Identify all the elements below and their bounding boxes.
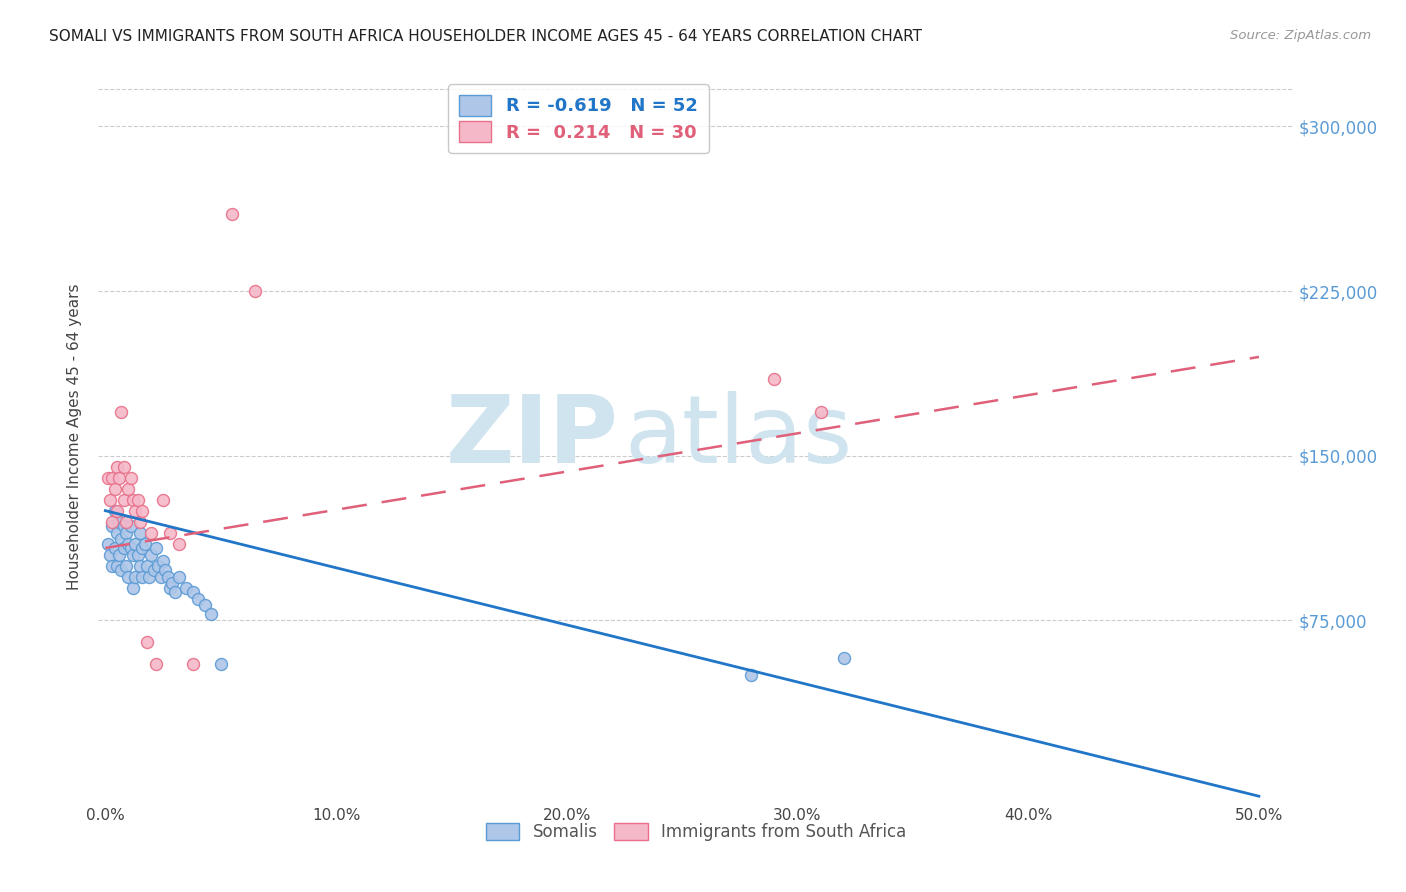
Legend: Somalis, Immigrants from South Africa: Somalis, Immigrants from South Africa [478,814,914,849]
Point [98,548,121,562]
Point [187,591,209,606]
Point [810,405,832,419]
Point [115,558,138,573]
Point [135,558,157,573]
Point [108,515,131,529]
Point [108,548,131,562]
Text: Source: ZipAtlas.com: Source: ZipAtlas.com [1230,29,1371,42]
Point [97,536,120,550]
Point [167,536,190,550]
Text: ZIP: ZIP [446,391,619,483]
Point [131,569,153,583]
Point [112,519,135,533]
Point [221,207,243,221]
Point [181,585,204,599]
Point [110,563,132,577]
Point [117,536,139,550]
Point [120,541,142,555]
Point [122,581,145,595]
Point [141,548,163,562]
Point [101,519,124,533]
Point [149,569,172,583]
Point [209,657,232,672]
Point [122,548,145,562]
Point [148,558,170,573]
Point [122,492,145,507]
Point [138,569,160,583]
Point [129,558,152,573]
Point [97,471,120,485]
Point [127,548,149,562]
Point [181,657,204,672]
Point [200,607,222,621]
Point [112,459,135,474]
Point [131,541,153,555]
Point [142,563,165,577]
Point [101,471,124,485]
Point [103,503,125,517]
Point [105,558,128,573]
Point [145,657,167,672]
Point [108,471,131,485]
Point [245,284,267,298]
Point [103,541,125,555]
Point [124,536,146,550]
Point [740,668,762,682]
Point [145,541,167,555]
Point [124,503,146,517]
Point [134,536,156,550]
Point [112,541,135,555]
Point [159,581,181,595]
Point [174,581,197,595]
Point [124,569,146,583]
Point [141,525,163,540]
Point [127,492,149,507]
Point [832,650,855,665]
Point [105,503,128,517]
Point [101,558,124,573]
Point [120,471,142,485]
Point [115,525,138,540]
Point [131,503,153,517]
Point [152,554,174,568]
Point [763,372,786,386]
Text: atlas: atlas [624,391,852,483]
Y-axis label: Householder Income Ages 45 - 64 years: Householder Income Ages 45 - 64 years [67,284,83,591]
Point [117,482,139,496]
Point [110,405,132,419]
Text: SOMALI VS IMMIGRANTS FROM SOUTH AFRICA HOUSEHOLDER INCOME AGES 45 - 64 YEARS COR: SOMALI VS IMMIGRANTS FROM SOUTH AFRICA H… [49,29,922,44]
Point [103,482,125,496]
Point [98,492,121,507]
Point [105,459,128,474]
Point [156,569,179,583]
Point [193,598,215,612]
Point [110,533,132,547]
Point [167,569,190,583]
Point [105,525,128,540]
Point [115,515,138,529]
Point [163,585,186,599]
Point [155,563,177,577]
Point [162,576,184,591]
Point [129,515,152,529]
Point [112,492,135,507]
Point [117,569,139,583]
Point [120,519,142,533]
Point [159,525,181,540]
Point [152,492,174,507]
Point [101,515,124,529]
Point [129,525,152,540]
Point [135,635,157,649]
